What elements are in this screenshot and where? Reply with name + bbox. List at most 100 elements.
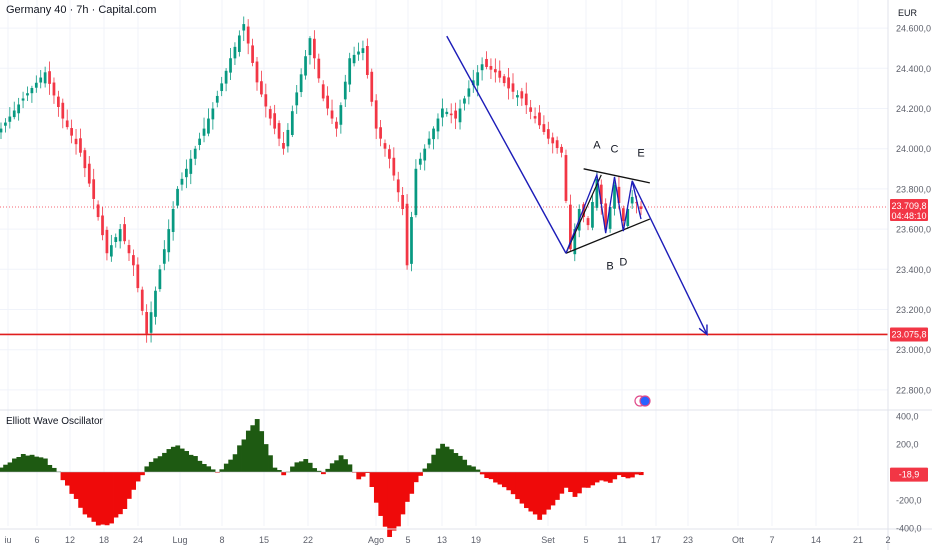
candle-body [542, 124, 546, 132]
symbol-title: Germany 40 · 7h · Capital.com [6, 4, 156, 16]
time-tick-label: 24 [133, 535, 143, 545]
candle [70, 119, 73, 144]
candle [560, 144, 563, 158]
price-tick-label: 24.400,0 [896, 64, 931, 74]
candle [630, 190, 634, 209]
candle-body [79, 138, 82, 153]
candle [427, 131, 431, 149]
candle-body [176, 188, 179, 206]
candle-body [396, 179, 400, 193]
oscillator-bar [210, 469, 216, 472]
oscillator-bar [616, 472, 622, 476]
oscillator-bar [303, 459, 309, 472]
oscillator-bar [559, 472, 565, 494]
candle [396, 171, 400, 202]
oscillator-bar [391, 472, 397, 531]
oscillator-bar [51, 467, 57, 472]
candle-body [546, 129, 550, 139]
candle [12, 101, 16, 120]
candle-body [436, 118, 440, 132]
drawings[interactable]: A B C D E [0, 35, 888, 407]
candle [410, 211, 413, 272]
candle [432, 126, 435, 150]
candle-body [211, 108, 215, 120]
candle [493, 58, 497, 83]
candle [17, 97, 21, 121]
candle-body [626, 209, 630, 227]
candle [335, 117, 338, 137]
candle-body [564, 155, 568, 201]
candle [621, 205, 625, 227]
candle [533, 107, 537, 124]
oscillator-bar [338, 455, 344, 472]
candle [127, 239, 131, 262]
candle [87, 156, 91, 187]
candle-body [39, 77, 43, 83]
price-tick-label: 24.600,0 [896, 24, 931, 34]
candle [582, 202, 585, 223]
candle [83, 147, 87, 178]
oscillator-bar [95, 472, 101, 526]
candle-body [101, 215, 104, 236]
oscillator-bar [193, 456, 198, 472]
candle [330, 99, 334, 124]
oscillator-bar [104, 472, 110, 526]
candle-body [529, 107, 533, 112]
oscillator-bar [396, 472, 401, 527]
time-tick-label: Set [541, 535, 555, 545]
oscillator-bar [528, 472, 534, 512]
wave-label-a: A [593, 140, 601, 152]
candle-body [92, 179, 96, 199]
oscillator-bar [510, 472, 516, 495]
oscillator-bar [82, 472, 88, 515]
candle [370, 68, 374, 107]
oscillator-bar [42, 458, 48, 472]
candle-body [582, 204, 585, 218]
candle [480, 57, 484, 81]
oscillator-bar [532, 472, 538, 515]
oscillator-bar [634, 472, 640, 475]
oscillator-value-label: -18,9 [899, 470, 920, 480]
candle-body [569, 204, 572, 250]
projection-arrow-line [631, 180, 708, 335]
candle [436, 113, 440, 140]
candle-body [123, 224, 126, 242]
time-tick-label: 14 [811, 535, 821, 545]
candle-body [207, 118, 210, 134]
oscillator-bar [382, 472, 388, 527]
candle-body [264, 94, 268, 107]
oscillator-bar [87, 472, 92, 518]
candle-body [215, 95, 219, 103]
candle [321, 80, 325, 102]
candle-body [471, 80, 475, 86]
oscillator-bar [148, 461, 154, 472]
oscillator-bar [144, 466, 150, 472]
candle-body [299, 74, 303, 93]
oscillator-bar [162, 452, 167, 472]
wave-label-e: E [637, 148, 644, 160]
time-tick-label: 19 [471, 535, 481, 545]
candle [185, 159, 188, 189]
candle-body [136, 264, 140, 289]
oscillator-bar [515, 472, 521, 500]
candle [502, 73, 506, 87]
candle-body [118, 229, 122, 242]
time-tick-label: Ago [368, 535, 384, 545]
candle-body [560, 146, 563, 153]
oscillator-bar [201, 464, 207, 472]
candle-body [251, 45, 254, 63]
oscillator-bar [453, 453, 459, 472]
candle-body [520, 91, 524, 99]
oscillator-bar [351, 472, 357, 473]
candle [555, 136, 559, 154]
candle [34, 75, 38, 93]
time-tick-label: 15 [259, 535, 269, 545]
candle-body [295, 92, 299, 106]
oscillator-bar [109, 472, 114, 524]
last-price-label: 23.709,8 [891, 201, 926, 211]
candle-body [330, 110, 334, 119]
candle-body [48, 71, 51, 84]
price-tick-label: 23.800,0 [896, 184, 931, 194]
candle [4, 118, 7, 133]
